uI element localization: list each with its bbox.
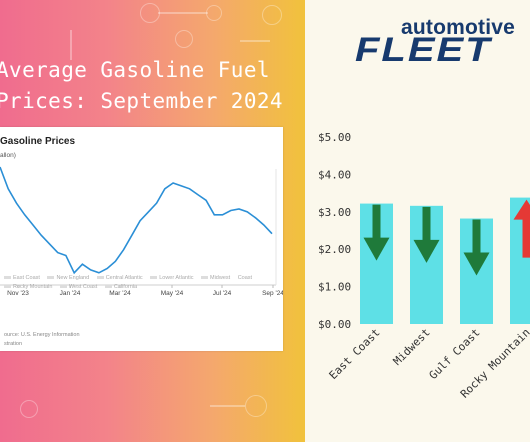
circuit-decoration [140,3,160,23]
circuit-decoration [206,5,222,21]
x-tick-label: May '24 [161,290,184,297]
legend-entry: California [104,283,138,292]
logo-text-bottom: FLEET [355,31,492,69]
x-tick-label: Jan '24 [60,290,81,297]
inset-line-chart: Nov '23 Jan '24 Mar '24 May '24 Jul '24 Sep '… [0,166,283,297]
circuit-decoration [210,405,245,407]
x-tick-label: Sep '24 [262,290,283,297]
x-category-label: East Coast [327,326,383,382]
trend-down-arrow-icon [413,206,440,263]
source-line-1: ource: U.S. Energy Information [4,332,80,338]
legend-label: East Coast [13,275,40,281]
trend-down-arrow-icon [463,219,490,276]
x-tick-label: Mar '24 [109,290,131,297]
legend-entry: Coast [238,274,252,283]
legend-entry: West Coast [59,283,98,292]
headline-line-2: Prices: September 2024 [0,89,283,113]
legend-label: Coast [237,275,253,281]
circuit-decoration [262,5,282,25]
trend-down-arrow-icon [363,204,390,261]
circuit-decoration [158,12,208,14]
circuit-decoration [70,30,72,60]
x-tick-label: Nov '23 [7,290,29,297]
legend-label: California [113,284,138,290]
x-category-label: Midwest [391,326,433,368]
circuit-decoration [240,40,270,42]
inset-chart-card: Gasoline Prices allon) Nov '23 Jan '24 Mar… [0,127,283,351]
inset-chart-title: Gasoline Prices [0,136,76,147]
x-category-label: Gulf Coast [427,326,483,382]
inset-chart-legend: East Coast New England Central Atlantic … [4,274,270,293]
inset-chart-unit: allon) [0,152,16,159]
legend-label: Midwest [210,275,231,281]
left-panel: Average Gasoline Fuel Prices: September … [0,0,305,442]
legend-entry: Central Atlantic [96,274,143,283]
headline-line-1: Average Gasoline Fuel [0,58,270,82]
automotive-fleet-logo: automotive FLEET [355,16,530,71]
circuit-decoration [245,395,267,417]
circuit-decoration [175,30,193,48]
legend-label: West Coast [68,284,98,290]
circuit-decoration [20,400,38,418]
legend-label: Central Atlantic [105,275,143,281]
legend-entry: New England [47,274,89,283]
x-tick-label: Jul '24 [213,290,232,297]
logo-text-top: automotive [401,16,516,39]
source-line-2: stration [4,341,23,347]
trend-up-arrow-icon [513,199,530,258]
legend-entry: Midwest [201,274,230,283]
legend-entry: Rocky Mountain [4,283,52,292]
y-tick-label: $1.00 [318,281,351,294]
inset-chart-source: ource: U.S. Energy Information stration [4,331,204,349]
regional-price-bar-chart: $0.00 $1.00 $2.00 $3.00 $4.00 $5.00 East Coast… [318,131,530,401]
legend-entry: East Coast [4,274,40,283]
y-tick-label: $5.00 [318,131,351,144]
y-tick-label: $2.00 [318,243,351,256]
y-tick-label: $4.00 [318,168,351,181]
y-tick-label: $0.00 [318,318,351,331]
page-title: Average Gasoline Fuel Prices: September … [0,55,305,117]
y-tick-label: $3.00 [318,206,351,219]
legend-label: New England [56,275,90,281]
legend-label: Lower Atlantic [159,275,194,281]
legend-entry: Lower Atlantic [150,274,193,283]
legend-label: Rocky Mountain [13,284,53,290]
price-line [0,166,273,275]
